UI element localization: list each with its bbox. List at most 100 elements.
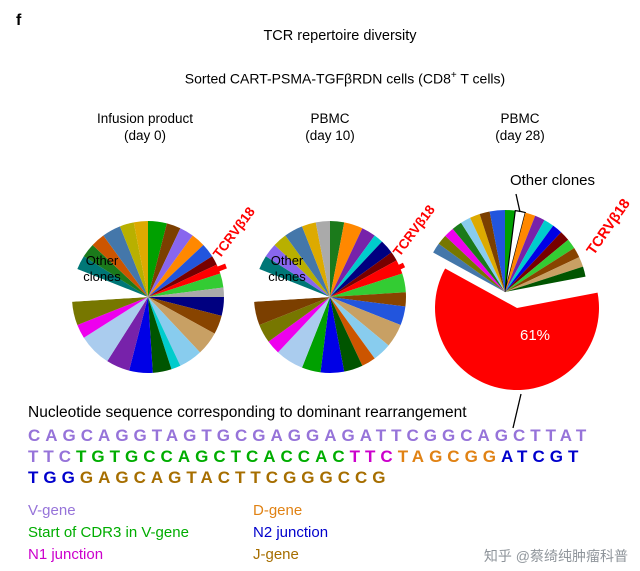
pie-slice — [330, 273, 406, 297]
pie-slice — [445, 228, 505, 292]
pie-slice — [148, 297, 181, 370]
sequence-line: TGGGAGCAGTACTTCGGGCCG — [28, 467, 591, 488]
pie-slice — [433, 243, 505, 292]
watermark: 知乎 @蔡绮纯肿瘤科普 — [483, 548, 628, 564]
chart-header-pbmc-day10: PBMC (day 10) — [240, 110, 420, 144]
pie-slice — [330, 228, 375, 297]
pie-slice — [330, 252, 397, 297]
pie-slice — [330, 297, 406, 325]
legend-col-left: V-gene Start of CDR3 in V-gene N1 junction — [28, 500, 248, 566]
chart-header-line2: (day 0) — [123, 128, 167, 143]
pie-slice — [505, 266, 586, 292]
pie-slice — [148, 287, 224, 297]
legend-item-v_gene: V-gene — [28, 502, 76, 519]
subtitle-text-end: T cells) — [456, 70, 506, 87]
pie-pbmc-day28: 61% — [433, 209, 600, 390]
pie-slice — [148, 297, 201, 366]
pie-slice — [148, 228, 193, 297]
pie-infusion-day0 — [72, 221, 224, 373]
tcr-callout-line-day10 — [369, 262, 406, 284]
figure-title: TCR repertoire diversity — [263, 28, 417, 44]
pie-slice — [504, 209, 527, 293]
pie-slice — [505, 225, 562, 292]
pie-slice — [330, 297, 363, 372]
sequence-segment-j_gene: GAGCAGTACTTCGGGCCG — [79, 468, 391, 487]
legend-col-right: D-gene N2 junction J-gene — [253, 500, 473, 566]
chart-header-text: PBMC — [500, 111, 540, 126]
subtitle-text: Sorted CART-PSMA-TGFβRDN cells (CD8 — [184, 70, 451, 87]
pie-slice — [479, 211, 505, 292]
pie-slice — [148, 297, 222, 334]
pie-slice — [72, 297, 148, 325]
sequence-segment-n1: TTC — [349, 447, 398, 466]
pie-charts-svg: 61% — [72, 193, 600, 429]
sequence-segment-cdr3: TGTGCCAGCTCACCAC — [76, 447, 350, 466]
other-clones-label-day0: Other clones — [56, 253, 148, 285]
pie-slice — [107, 297, 148, 371]
sequence-segment-n2: ATCGT — [501, 447, 584, 466]
pie-slice — [505, 215, 545, 292]
pie-slice — [505, 212, 536, 292]
pie-slice — [330, 292, 406, 307]
pie-slice — [461, 217, 505, 292]
pie-slice — [330, 235, 383, 297]
pie-slice — [505, 239, 575, 292]
sequence-heading: Nucleotide sequence corresponding to dom… — [28, 404, 467, 421]
dominant-clone-callout-line — [512, 393, 522, 429]
dominant-percentage-label: 61% — [520, 327, 550, 344]
other-clones-line1: Other — [85, 253, 119, 268]
pie-slice — [148, 297, 172, 373]
pie-slice — [330, 297, 389, 359]
pie-slice — [489, 210, 505, 292]
pie-slice — [505, 220, 554, 292]
pie-slice — [302, 297, 330, 373]
pie-slice — [148, 273, 224, 297]
sequence-lines: CAGCAGGTAGTGCGAGGAGATTCGGCAGCTTAT TTCTGTG… — [28, 425, 591, 488]
tcr-highlight-label-day10: TCRVβ18 — [390, 202, 438, 259]
pie-slice — [148, 297, 215, 353]
pie-slice — [330, 222, 363, 297]
pie-slice — [148, 223, 181, 297]
pie-slice — [452, 222, 505, 292]
pie-slice — [438, 235, 505, 292]
panel-label: f — [16, 12, 22, 29]
pie-slice — [277, 297, 330, 368]
pie-slice — [148, 235, 204, 297]
tcr-callout-line-day0 — [189, 263, 227, 283]
chart-header-infusion-day0: Infusion product (day 0) — [55, 110, 235, 144]
sequence-segment-v_gene: TTC — [28, 447, 77, 466]
pie-slice — [148, 297, 224, 316]
pie-slice — [259, 297, 330, 342]
pie-slice — [470, 214, 505, 292]
sequence-line: TTCTGTGCCAGCTCACCACTTCTAGCGGATCGT — [28, 446, 591, 467]
subtitle-superscript: + — [450, 70, 457, 81]
pie-slice — [320, 297, 345, 373]
chart-header-line1: Infusion product — [96, 111, 194, 126]
sequence-line: CAGCAGGTAGTGCGAGGAGATTCGGCAGCTTAT — [28, 425, 591, 446]
pie-slice — [330, 297, 401, 346]
pie-slice — [330, 260, 403, 297]
sequence-segment-v_gene: CAGCAGGTAGTGCGAGGAGATTCGGCAGCTTAT — [28, 426, 592, 445]
chart-header-line2: (day 28) — [495, 128, 545, 143]
pie-slice — [505, 248, 580, 292]
pie-slice — [505, 232, 569, 292]
pie-slice — [148, 244, 213, 297]
pie-slice-dominant — [435, 268, 600, 390]
pie-slice — [330, 297, 375, 366]
legend-item-n2: N2 junction — [253, 524, 329, 541]
pie-slice — [83, 297, 148, 362]
other-clones-callout-line-day28 — [515, 193, 521, 213]
legend-item-cdr3: Start of CDR3 in V-gene — [28, 524, 189, 541]
other-clones-label-day10: Other clones — [241, 253, 333, 285]
chart-header-line2: (day 10) — [305, 128, 355, 143]
tcr-highlight-label-day28: TCRVβ18 — [583, 196, 634, 258]
pie-slice — [148, 256, 217, 297]
pie-slice — [505, 257, 583, 292]
pie-slice — [148, 221, 167, 297]
pie-slice — [148, 264, 221, 297]
pie-slice — [330, 241, 392, 297]
other-clones-label-day28: Other clones — [509, 172, 596, 189]
chart-header-pbmc-day28: PBMC (day 28) PBMC (day 28) — [430, 110, 610, 144]
sequence-segment-n2: TGG — [28, 468, 80, 487]
